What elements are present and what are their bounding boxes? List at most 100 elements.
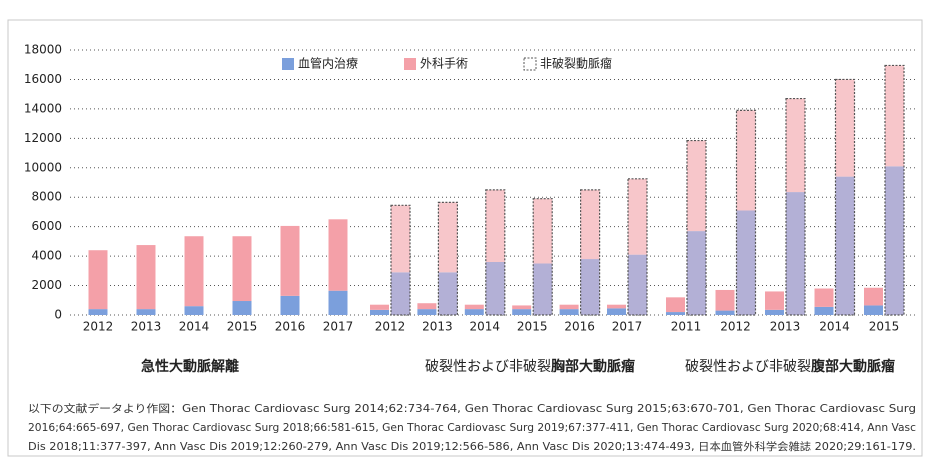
- x-tick-label: 2015: [227, 320, 258, 334]
- group-label-part: 破裂性および非破裂: [425, 359, 551, 375]
- y-tick-label: 10000: [24, 160, 62, 174]
- bar-segment: [533, 263, 553, 315]
- bar-segment: [88, 309, 108, 315]
- bar-segment: [814, 306, 834, 315]
- bar-segment: [835, 176, 855, 315]
- y-tick-label: 16000: [24, 72, 62, 86]
- x-tick-label: 2012: [720, 320, 751, 334]
- bar-segment: [765, 291, 784, 310]
- bar-segment: [391, 272, 410, 315]
- bar-segment: [417, 309, 437, 315]
- group-label: 破裂性および非破裂胸部大動脈瘤: [425, 358, 635, 375]
- bar-segment: [687, 231, 706, 315]
- bar-segment: [580, 189, 600, 260]
- x-tick-label: 2012: [83, 320, 114, 334]
- bar-outline: [627, 178, 648, 316]
- bar-segment: [835, 79, 855, 177]
- x-tick-label: 2015: [869, 320, 900, 334]
- bar-outline: [390, 204, 411, 316]
- x-tick-label: 2013: [770, 320, 801, 334]
- y-tick-label: 0: [54, 308, 62, 322]
- bar-segment: [328, 219, 348, 291]
- bar-outline: [485, 189, 506, 316]
- bar-segment: [184, 236, 204, 307]
- bar-segment: [666, 312, 685, 315]
- bar-segment: [417, 303, 437, 310]
- bar-segment: [232, 301, 252, 315]
- footnote: 以下の文献データより作図：Gen Thorac Cardiovasc Surg …: [28, 402, 916, 415]
- bar-segment: [628, 254, 647, 315]
- bar-segment: [280, 225, 300, 296]
- y-tick-label: 2000: [31, 278, 62, 292]
- bar-segment: [438, 202, 458, 273]
- bar-segment: [280, 295, 300, 315]
- bar-segment: [533, 198, 553, 264]
- bar-segment: [559, 304, 579, 310]
- x-tick-label: 2017: [323, 320, 354, 334]
- y-tick-label: 18000: [24, 43, 62, 57]
- group-label-part: 腹部大動脈瘤: [811, 358, 895, 375]
- bar-segment: [370, 304, 389, 310]
- group-label: 急性大動脈解離: [141, 358, 239, 375]
- bar-segment: [232, 236, 252, 302]
- x-tick-label: 2014: [819, 320, 850, 334]
- x-tick-label: 2015: [517, 320, 548, 334]
- footnote: Dis 2018;11:377-397, Ann Vasc Dis 2019;1…: [28, 440, 916, 453]
- bar-segment: [485, 262, 505, 315]
- bar-segment: [485, 189, 505, 262]
- bar-segment: [88, 250, 108, 310]
- x-tick-label: 2014: [179, 320, 210, 334]
- x-tick-label: 2017: [612, 320, 643, 334]
- bar-segment: [438, 272, 458, 315]
- legend-swatch: [523, 57, 537, 71]
- bar-segment: [715, 310, 735, 315]
- x-tick-label: 2016: [564, 320, 595, 334]
- bar-segment: [885, 166, 904, 315]
- frame: [7, 19, 923, 457]
- group-label-part: 破裂性および非破裂: [685, 359, 811, 375]
- bar-outline: [532, 198, 553, 316]
- bar-outline: [785, 97, 806, 316]
- bar-segment: [786, 192, 805, 315]
- bar-segment: [391, 205, 410, 273]
- bar-segment: [607, 304, 626, 309]
- bar-segment: [184, 306, 204, 315]
- legend-label: 外科手術: [420, 57, 468, 71]
- bar-segment: [607, 308, 626, 315]
- legend-swatch: [282, 58, 294, 70]
- bar-segment: [370, 309, 389, 315]
- bar-segment: [715, 289, 735, 311]
- x-tick-label: 2016: [275, 320, 306, 334]
- bar-segment: [328, 290, 348, 315]
- bar-segment: [512, 309, 532, 315]
- bar-segment: [464, 304, 484, 310]
- y-tick-label: 12000: [24, 131, 62, 145]
- footnote: 2016;64:665-697, Gen Thorac Cardiovasc S…: [28, 422, 916, 434]
- legend-label: 非破裂動脈瘤: [540, 56, 612, 71]
- group-label-part: 急性大動脈解離: [141, 358, 239, 375]
- bar-segment: [885, 65, 904, 167]
- x-tick-label: 2014: [470, 320, 501, 334]
- bar-outline: [579, 189, 601, 316]
- bar-segment: [864, 305, 883, 315]
- bar-segment: [136, 245, 156, 310]
- bar-segment: [666, 297, 685, 313]
- bar-segment: [559, 309, 579, 315]
- bar-outline: [735, 109, 757, 316]
- group-label-part: 胸部大動脈瘤: [551, 358, 635, 375]
- bar-segment: [814, 288, 834, 307]
- bar-outline: [884, 64, 905, 316]
- bar-segment: [736, 210, 756, 315]
- y-tick-label: 14000: [24, 101, 62, 115]
- x-tick-label: 2013: [422, 320, 453, 334]
- bar-outline: [686, 139, 707, 316]
- bar-segment: [512, 305, 532, 310]
- bar-segment: [580, 259, 600, 315]
- bar-segment: [687, 140, 706, 232]
- legend-label: 血管内治療: [298, 56, 358, 71]
- bar-outline: [437, 201, 458, 316]
- bar-segment: [628, 178, 647, 255]
- y-tick-label: 6000: [31, 219, 62, 233]
- x-tick-label: 2011: [671, 320, 702, 334]
- y-tick-label: 4000: [31, 249, 62, 263]
